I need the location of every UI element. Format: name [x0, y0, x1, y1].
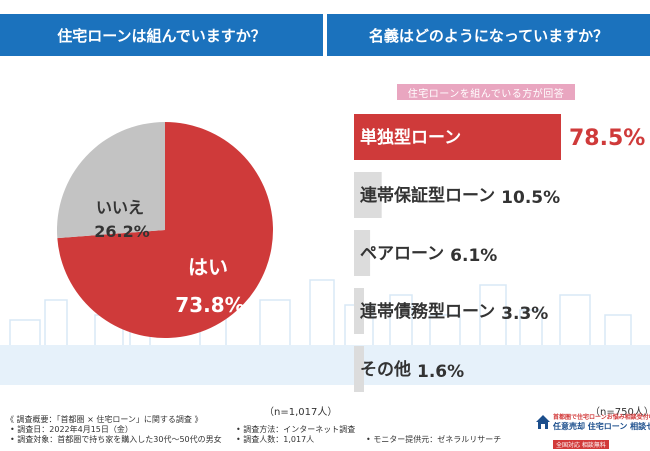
pie-slice-yes	[57, 122, 273, 338]
bar-2	[354, 230, 371, 276]
bar-sample-size: （n=750人）	[590, 407, 650, 418]
skyline-background	[0, 279, 650, 385]
house-icon	[536, 415, 550, 429]
bar-value-1: 10.5%	[501, 188, 560, 208]
bar-3	[354, 288, 364, 334]
bar-4	[354, 346, 364, 392]
survey-count: • 調査人数：1,017人	[236, 435, 315, 444]
right-header: 名義はどのようになっていますか？	[327, 14, 650, 56]
bar-chart-subtitle: 住宅ローンを組んでいる方が回答	[397, 84, 575, 100]
bar-value-2: 6.1%	[450, 246, 497, 266]
survey-target: • 調査対象：首都圏で持ち家を購入した30代〜50代の男女	[10, 435, 222, 444]
bar-0	[354, 114, 561, 160]
bar-label-2: ペアローン	[360, 244, 444, 264]
bar-1	[354, 172, 382, 218]
logo: 首都圏で住宅ローンお悩み相談受付中 任意売却 住宅ローン 相談センター 全国対応…	[535, 406, 650, 449]
left-header: 住宅ローンは組んでいますか？	[0, 14, 323, 56]
logo-tagline: 首都圏で住宅ローンお悩み相談受付中	[553, 414, 650, 421]
bar-value-3: 3.3%	[501, 304, 548, 324]
logo-org: 任意売却 住宅ローン 相談センター	[553, 422, 650, 431]
pie-slice-no	[57, 122, 165, 239]
bar-label-3: 連帯債務型ローン	[360, 301, 495, 322]
survey-method: • 調査方法：インターネット調査	[236, 425, 356, 434]
pie-chart: はい 73.8% いいえ 26.2%	[57, 122, 273, 338]
pie-value-yes: 73.8%	[175, 293, 244, 317]
survey-title: 《 調査概要：「首都圏 × 住宅ローン」に関する調査 》	[6, 415, 203, 424]
bar-label-4: その他	[360, 359, 411, 380]
bar-label-1: 連帯保証型ローン	[360, 185, 495, 206]
bar-value-4: 1.6%	[417, 362, 464, 382]
logo-bottom: 全国対応 相談無料	[553, 440, 609, 449]
monitor-provider: • モニター提供元：ゼネラルリサーチ	[366, 435, 502, 444]
pie-value-no: 26.2%	[94, 222, 150, 241]
bar-label-0: 単独型ローン	[360, 127, 461, 148]
bar-chart: 単独型ローン 78.5% 連帯保証型ローン 10.5% ペアローン 6.1% 連帯債務型ロー…	[354, 114, 645, 392]
bar-value-0: 78.5%	[569, 126, 645, 151]
pie-label-yes: はい	[188, 255, 228, 279]
pie-sample-size: （n=1,017人）	[264, 407, 338, 418]
pie-label-no: いいえ	[96, 198, 144, 217]
top-strip	[0, 0, 650, 14]
survey-date: • 調査日：2022年4月15日（金）	[10, 425, 133, 434]
